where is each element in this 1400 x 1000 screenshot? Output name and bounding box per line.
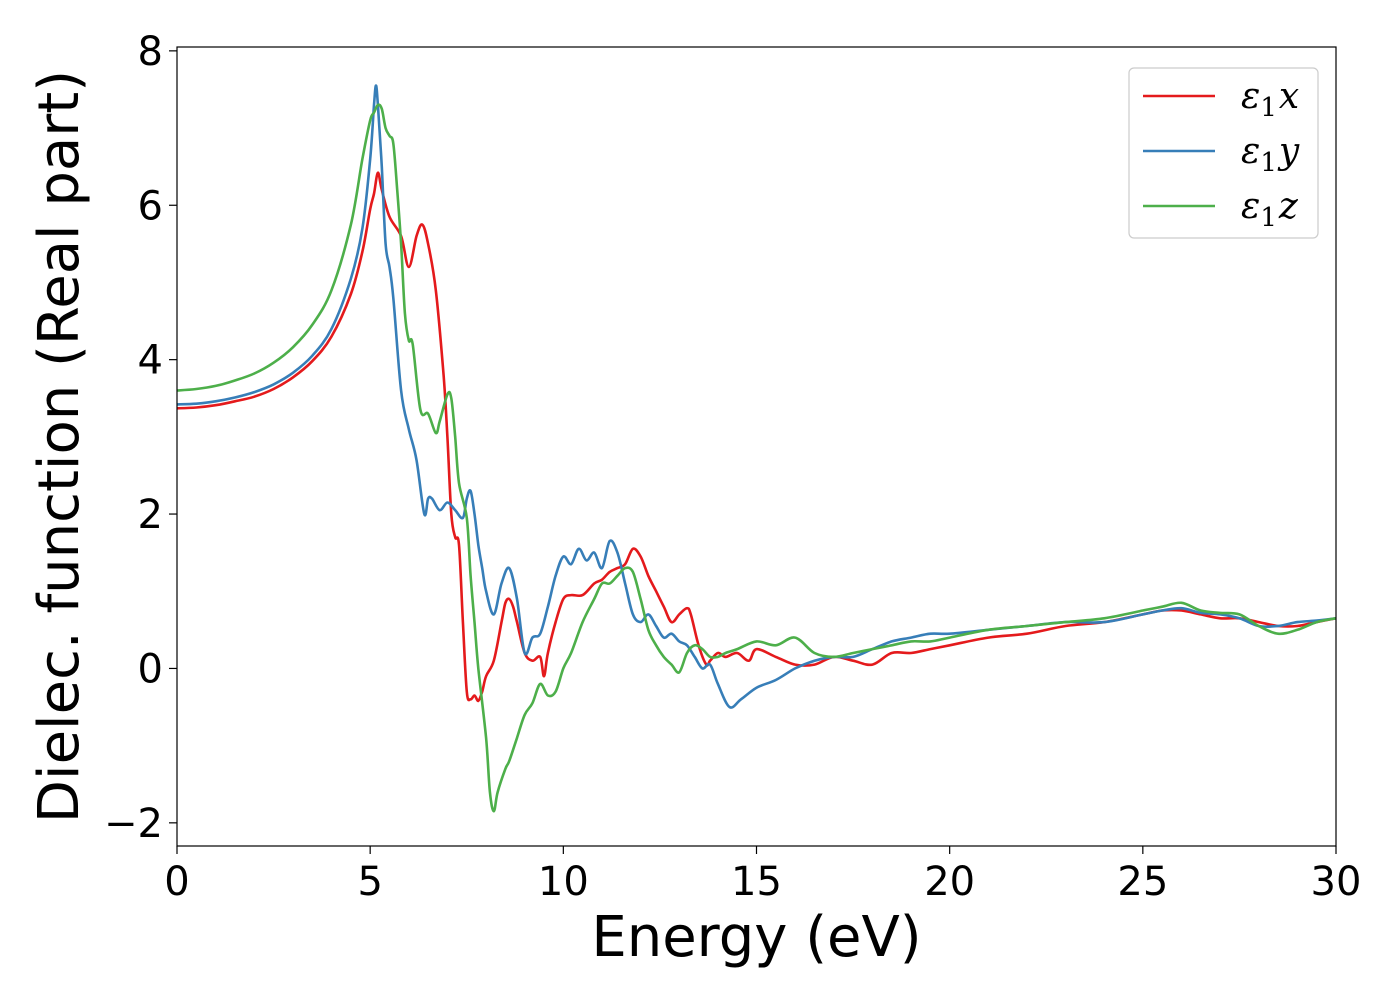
y-tick-label: −2 xyxy=(104,801,163,847)
x-tick-label: 25 xyxy=(1117,859,1168,905)
legend-label: ε1x xyxy=(1241,76,1299,123)
legend-box xyxy=(1128,67,1319,239)
series-line-2 xyxy=(177,84,1336,709)
x-tick-label: 15 xyxy=(731,859,782,905)
y-tick-label: 8 xyxy=(138,29,163,75)
x-axis-ticks: 0 5 10 15 20 25 30 xyxy=(164,846,1361,905)
x-tick-label: 10 xyxy=(538,859,589,905)
plot-lines xyxy=(177,84,1336,813)
legend-label: ε1z xyxy=(1241,186,1299,233)
series-line-3 xyxy=(177,103,1336,813)
y-tick-label: 4 xyxy=(138,338,163,384)
y-axis-label: Dielec. function (Real part) xyxy=(27,70,92,823)
y-tick-label: 0 xyxy=(138,646,163,692)
x-tick-label: 5 xyxy=(357,859,382,905)
y-axis-ticks: −2 0 2 4 6 8 xyxy=(104,29,177,847)
x-tick-label: 30 xyxy=(1311,859,1362,905)
x-axis-label: Energy (eV) xyxy=(591,905,921,970)
x-tick-label: 20 xyxy=(924,859,975,905)
y-tick-label: 2 xyxy=(138,492,163,538)
legend: ε1x ε1y ε1z xyxy=(1128,67,1319,239)
legend-label: ε1y xyxy=(1241,131,1300,178)
x-tick-label: 0 xyxy=(164,859,189,905)
y-tick-label: 6 xyxy=(138,183,163,229)
